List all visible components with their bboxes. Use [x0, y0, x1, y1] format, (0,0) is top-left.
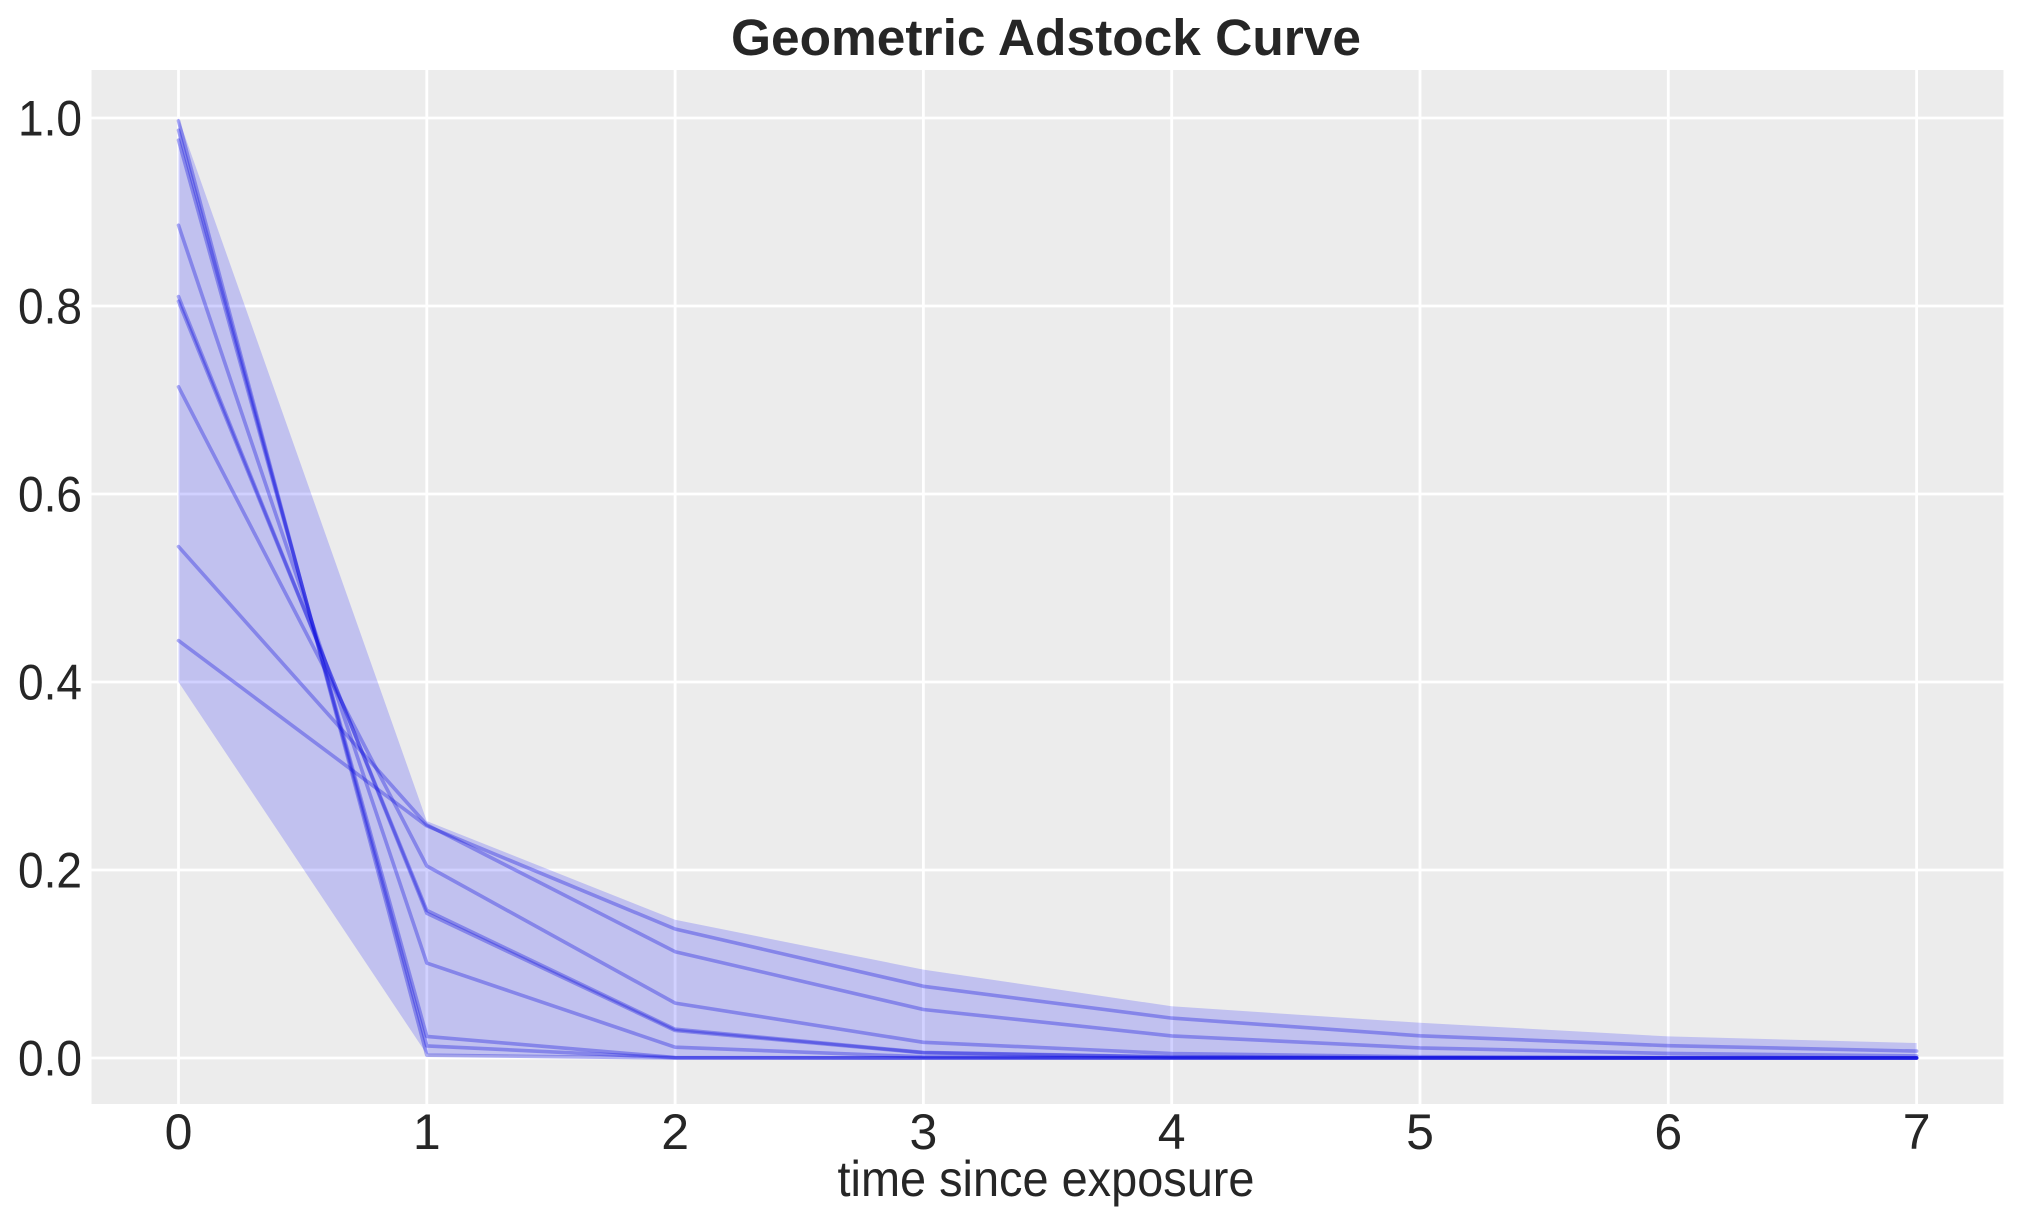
svg-text:1: 1 [413, 1104, 441, 1160]
svg-text:0.8: 0.8 [18, 279, 82, 335]
svg-text:time since exposure: time since exposure [838, 1151, 1255, 1207]
svg-text:Geometric Adstock Curve: Geometric Adstock Curve [731, 9, 1361, 66]
svg-text:6: 6 [1654, 1104, 1682, 1160]
svg-text:5: 5 [1406, 1104, 1434, 1160]
svg-text:0.4: 0.4 [18, 655, 82, 711]
svg-text:3: 3 [909, 1104, 937, 1160]
svg-text:0: 0 [165, 1104, 193, 1160]
svg-text:4: 4 [1158, 1104, 1186, 1160]
svg-text:1.0: 1.0 [18, 91, 82, 147]
svg-text:7: 7 [1903, 1104, 1931, 1160]
svg-text:0.0: 0.0 [18, 1031, 82, 1087]
svg-text:0.6: 0.6 [18, 467, 82, 523]
svg-text:0.2: 0.2 [18, 843, 82, 899]
svg-text:2: 2 [661, 1104, 689, 1160]
